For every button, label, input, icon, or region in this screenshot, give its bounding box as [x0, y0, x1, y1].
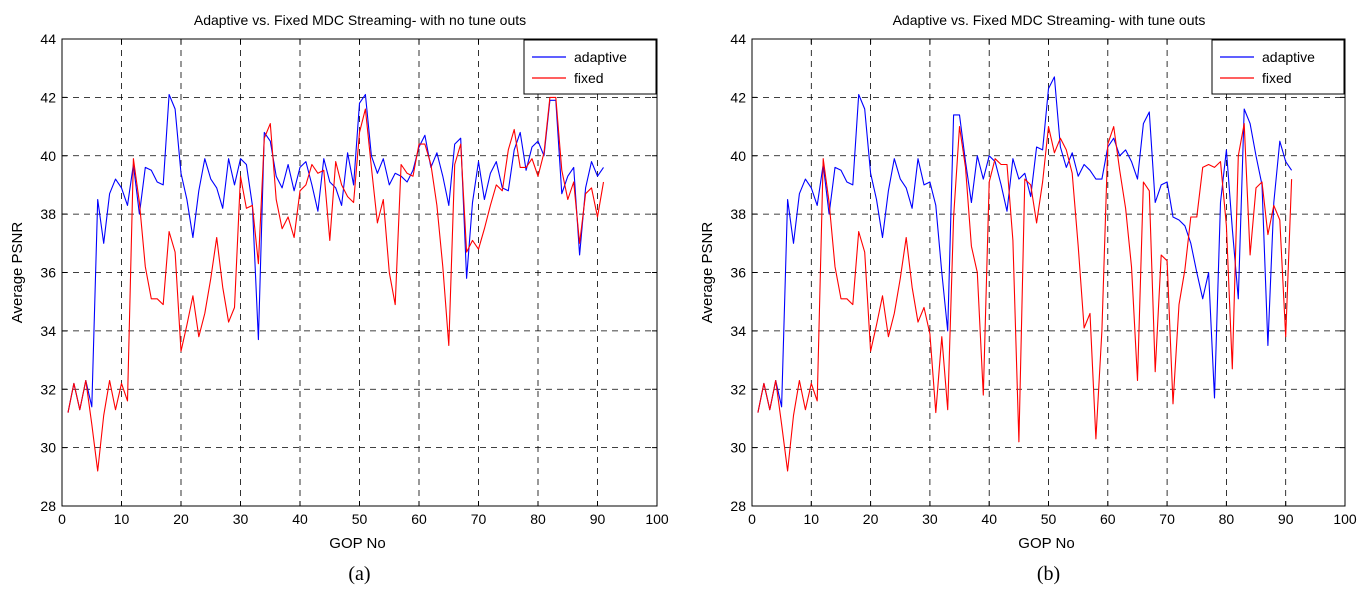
y-tick-label: 28: [40, 498, 56, 514]
x-tick-label: 80: [530, 511, 546, 527]
y-tick-label: 30: [730, 440, 746, 456]
y-tick-label: 36: [730, 265, 746, 281]
legend-label-adaptive: adaptive: [574, 49, 627, 65]
figure-caption: (a): [348, 563, 370, 585]
y-tick-label: 36: [40, 265, 56, 281]
series-line-fixed: [67, 96, 605, 472]
legend-box: [523, 39, 657, 95]
x-tick-label: 40: [981, 511, 997, 527]
x-tick-label: 100: [1333, 511, 1357, 527]
y-tick-label: 34: [40, 323, 56, 339]
legend-label-fixed: fixed: [1262, 70, 1292, 86]
x-tick-label: 20: [863, 511, 879, 527]
x-tick-label: 70: [471, 511, 487, 527]
series-line-adaptive: [67, 93, 604, 413]
series-line-fixed: [757, 123, 1293, 472]
y-tick-label: 40: [40, 148, 56, 164]
x-tick-label: 30: [922, 511, 938, 527]
x-tick-label: 60: [411, 511, 427, 527]
series-line-adaptive: [757, 76, 1293, 413]
x-tick-label: 70: [1159, 511, 1175, 527]
chart-panel-1: Adaptive vs. Fixed MDC Streaming- with n…: [9, 12, 669, 585]
y-tick-label: 38: [40, 206, 56, 222]
x-tick-label: 90: [1278, 511, 1294, 527]
y-tick-label: 32: [40, 381, 56, 397]
chart-panel-2: Adaptive vs. Fixed MDC Streaming- with t…: [699, 12, 1357, 585]
y-tick-label: 42: [40, 89, 56, 105]
x-axis-label: GOP No: [1018, 535, 1074, 552]
y-tick-label: 40: [730, 148, 746, 164]
legend: adaptive fixed: [1211, 39, 1345, 95]
legend-box: [1211, 39, 1345, 95]
y-tick-label: 44: [40, 31, 56, 47]
y-tick-label: 38: [730, 206, 746, 222]
chart-title: Adaptive vs. Fixed MDC Streaming- with t…: [893, 12, 1206, 28]
x-tick-label: 100: [645, 511, 669, 527]
x-tick-label: 10: [114, 511, 130, 527]
x-tick-label: 40: [292, 511, 308, 527]
y-tick-label: 44: [730, 31, 746, 47]
y-axis-label: Average PSNR: [699, 222, 716, 324]
x-tick-label: 90: [590, 511, 606, 527]
x-tick-label: 50: [352, 511, 368, 527]
y-tick-label: 34: [730, 323, 746, 339]
chart-title: Adaptive vs. Fixed MDC Streaming- with n…: [194, 12, 526, 28]
y-tick-label: 32: [730, 381, 746, 397]
legend: adaptive fixed: [523, 39, 657, 95]
y-axis-label: Average PSNR: [9, 222, 26, 324]
legend-label-adaptive: adaptive: [1262, 49, 1315, 65]
x-tick-label: 30: [233, 511, 249, 527]
y-tick-label: 28: [730, 498, 746, 514]
x-tick-label: 20: [173, 511, 189, 527]
x-tick-label: 10: [804, 511, 820, 527]
x-tick-label: 50: [1041, 511, 1057, 527]
x-tick-label: 60: [1100, 511, 1116, 527]
y-tick-label: 30: [40, 440, 56, 456]
legend-label-fixed: fixed: [574, 70, 604, 86]
x-tick-label: 0: [748, 511, 756, 527]
x-tick-label: 80: [1219, 511, 1235, 527]
y-tick-label: 42: [730, 89, 746, 105]
x-tick-label: 0: [58, 511, 66, 527]
figure-caption: (b): [1037, 563, 1060, 585]
x-axis-label: GOP No: [329, 535, 385, 552]
